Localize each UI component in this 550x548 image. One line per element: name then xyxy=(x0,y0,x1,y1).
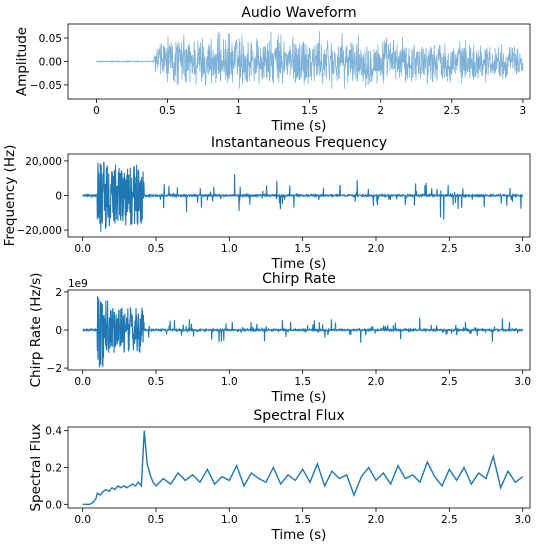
y-tick-label: 0.0 xyxy=(45,499,62,511)
y-offset-label: 1e9 xyxy=(68,278,88,290)
x-tick-label: 2.5 xyxy=(441,514,458,526)
chart-title: Spectral Flux xyxy=(253,408,344,424)
chart-title: Audio Waveform xyxy=(241,5,356,21)
y-tick-label: 20,000 xyxy=(25,156,62,168)
x-tick-label: 2.0 xyxy=(368,243,385,255)
data-layer xyxy=(82,161,524,232)
y-tick-label: 0.4 xyxy=(45,426,62,438)
x-tick-label: 1.5 xyxy=(301,105,318,117)
chart-panel-2: Instantaneous Frequency 0.0 0.5 1.0 1.5 2.0 2.… xyxy=(2,135,531,272)
x-tick-label: 2.0 xyxy=(368,376,385,388)
data-layer xyxy=(96,31,524,89)
axes-frame xyxy=(67,426,531,509)
x-tick-label: 2.5 xyxy=(441,243,458,255)
chart-title: Instantaneous Frequency xyxy=(211,135,387,151)
y-tick-label: 0.00 xyxy=(39,57,62,69)
x-tick-label: 3 xyxy=(520,105,527,117)
y-tick-label: −2 xyxy=(47,363,62,375)
x-tick-label: 0.0 xyxy=(74,376,91,388)
x-tick-label: 0.5 xyxy=(148,376,165,388)
waveform-line xyxy=(96,31,524,89)
x-tick-label: 0.5 xyxy=(159,105,176,117)
x-tick-label: 1.5 xyxy=(294,243,311,255)
y-tick-label: 0.05 xyxy=(39,33,62,45)
x-tick-label: 1 xyxy=(235,105,242,117)
y-tick-label: −20,000 xyxy=(16,225,62,237)
y-axis-label: Spectral Flux xyxy=(28,423,44,511)
chart-panel-3: Chirp Rate 0.0 0.5 1.0 1.5 2.0 2.5 3.0 2 0 −2 Time … xyxy=(28,271,531,405)
x-tick-label: 1.0 xyxy=(221,376,238,388)
x-tick-label: 0.5 xyxy=(148,514,165,526)
x-tick-label: 0.5 xyxy=(148,243,165,255)
x-tick-label: 1.5 xyxy=(294,514,311,526)
x-tick-label: 2.0 xyxy=(368,514,385,526)
x-tick-label: 0.0 xyxy=(74,243,91,255)
x-tick-label: 0.0 xyxy=(74,514,91,526)
series-line xyxy=(82,161,524,232)
y-tick-label: 0 xyxy=(55,191,62,203)
flux-line xyxy=(82,430,524,506)
chart-panel-1: Audio Waveform 0 0.5 1 1.5 2 2.5 3 0.05 0.00 −0.05… xyxy=(14,5,531,134)
x-axis-label: Time (s) xyxy=(271,118,327,134)
x-tick-label: 2.5 xyxy=(443,105,460,117)
chart-title: Chirp Rate xyxy=(262,271,336,287)
x-tick-label: 1.0 xyxy=(221,514,238,526)
x-tick-label: 1.5 xyxy=(294,376,311,388)
y-tick-label: 2 xyxy=(55,287,62,299)
series-line xyxy=(82,296,524,368)
x-tick-label: 3.0 xyxy=(514,514,531,526)
y-tick-label: −0.05 xyxy=(30,80,62,92)
x-tick-label: 1.0 xyxy=(221,243,238,255)
y-tick-label: 0 xyxy=(55,325,62,337)
data-layer xyxy=(82,430,524,506)
x-axis-label: Time (s) xyxy=(271,527,327,543)
x-tick-label: 0 xyxy=(93,105,100,117)
x-tick-label: 3.0 xyxy=(514,376,531,388)
x-axis-label: Time (s) xyxy=(271,256,327,272)
y-tick-label: 0.2 xyxy=(45,463,62,475)
y-axis-label: Amplitude xyxy=(14,27,30,96)
data-layer xyxy=(82,296,524,368)
y-axis-label: Frequency (Hz) xyxy=(2,145,18,247)
x-tick-label: 3.0 xyxy=(514,243,531,255)
y-axis-label: Chirp Rate (Hz/s) xyxy=(28,273,44,388)
x-tick-label: 2.5 xyxy=(441,376,458,388)
x-axis-label: Time (s) xyxy=(271,389,327,405)
x-tick-label: 2 xyxy=(377,105,384,117)
